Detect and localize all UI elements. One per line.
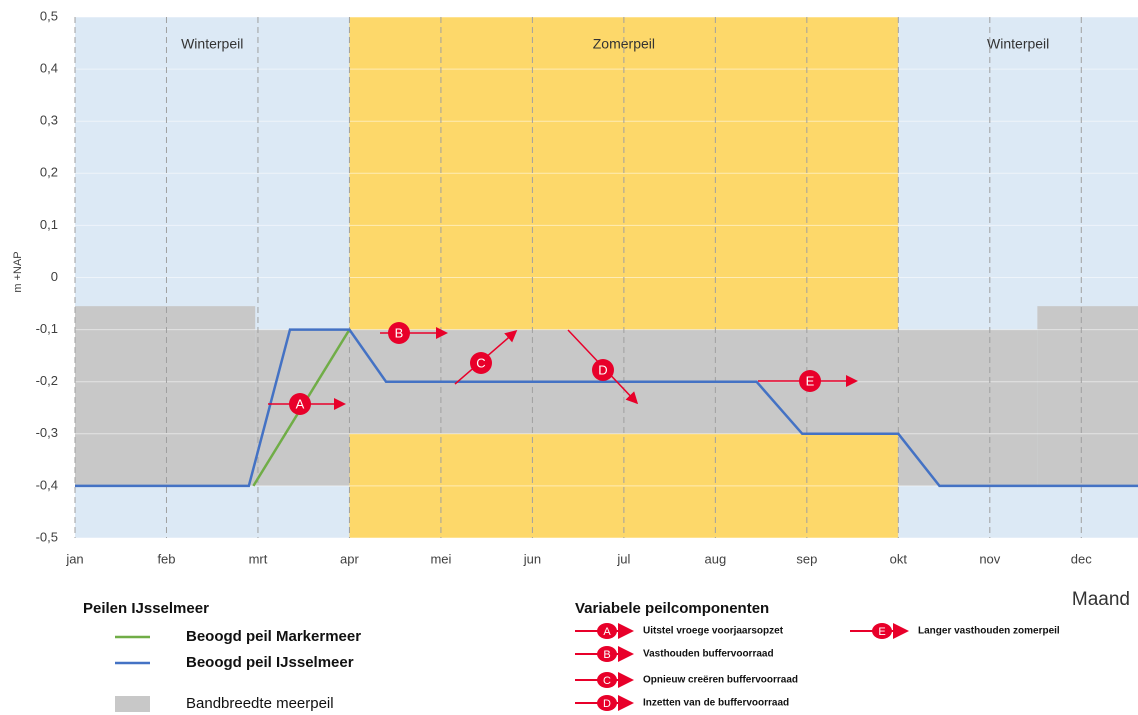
annotation-letter: B — [395, 325, 404, 340]
x-tick-label: mei — [430, 551, 451, 566]
x-tick-label: nov — [979, 551, 1000, 566]
annotation-letter: D — [598, 362, 607, 377]
component-label: Vasthouden buffervoorraad — [643, 649, 774, 660]
legend-label: Beoogd peil IJsselmeer — [186, 654, 354, 671]
y-tick-label: -0,3 — [36, 425, 58, 440]
legend-label: Beoogd peil Markermeer — [186, 628, 361, 645]
season-label: Zomerpeil — [593, 36, 655, 52]
y-tick-label: 0,5 — [40, 8, 58, 23]
x-tick-label: jan — [65, 551, 83, 566]
x-tick-label: sep — [796, 551, 817, 566]
component-label: Opnieuw creëren buffervoorraad — [643, 675, 798, 686]
y-tick-label: 0,4 — [40, 61, 58, 76]
y-tick-label: -0,1 — [36, 321, 58, 336]
x-axis-label: Maand — [1072, 589, 1130, 610]
x-tick-label: okt — [890, 551, 908, 566]
series-line — [75, 328, 1138, 488]
x-tick-label: dec — [1071, 551, 1092, 566]
component-letter: D — [603, 698, 611, 710]
component-letter: B — [603, 649, 610, 661]
y-tick-label: -0,2 — [36, 373, 58, 388]
component-label: Uitstel vroege voorjaarsopzet — [643, 626, 784, 637]
component-marker — [597, 672, 617, 688]
season-label: Winterpeil — [181, 36, 243, 52]
season-label: Winterpeil — [987, 36, 1049, 52]
legend-title: Peilen IJsselmeer — [83, 600, 209, 617]
y-tick-label: 0 — [51, 269, 58, 284]
annotation-letter: E — [806, 373, 815, 388]
y-tick-label: 0,3 — [40, 113, 58, 128]
y-tick-label: -0,4 — [36, 477, 58, 492]
y-tick-label: -0,5 — [36, 529, 58, 544]
x-tick-label: feb — [157, 551, 175, 566]
band — [898, 329, 1038, 486]
annotation-marker — [470, 352, 492, 374]
band — [1037, 306, 1138, 486]
y-axis-label: m +NAP — [12, 251, 24, 292]
component-label: Langer vasthouden zomerpeil — [918, 626, 1060, 637]
x-tick-label: jun — [523, 551, 541, 566]
component-letter: A — [603, 626, 611, 638]
component-letter: E — [878, 626, 885, 638]
annotation-marker — [799, 370, 821, 392]
x-tick-label: mrt — [249, 551, 268, 566]
legend-swatch — [115, 696, 150, 712]
annotation-marker — [289, 393, 311, 415]
component-marker — [597, 623, 617, 639]
components-title: Variabele peilcomponenten — [575, 600, 769, 617]
x-tick-label: aug — [705, 551, 727, 566]
component-marker — [597, 695, 617, 711]
y-tick-label: 0,1 — [40, 217, 58, 232]
x-tick-label: jul — [616, 551, 630, 566]
legend-label: Bandbreedte meerpeil — [186, 695, 334, 712]
band — [75, 306, 256, 486]
component-marker — [872, 623, 892, 639]
x-tick-label: apr — [340, 551, 359, 566]
annotation-marker — [388, 322, 410, 344]
component-letter: C — [603, 675, 611, 687]
component-label: Inzetten van de buffervoorraad — [643, 698, 789, 709]
y-tick-label: 0,2 — [40, 165, 58, 180]
component-marker — [597, 646, 617, 662]
annotation-letter: A — [296, 396, 305, 411]
annotation-letter: C — [476, 355, 485, 370]
annotation-marker — [592, 359, 614, 381]
